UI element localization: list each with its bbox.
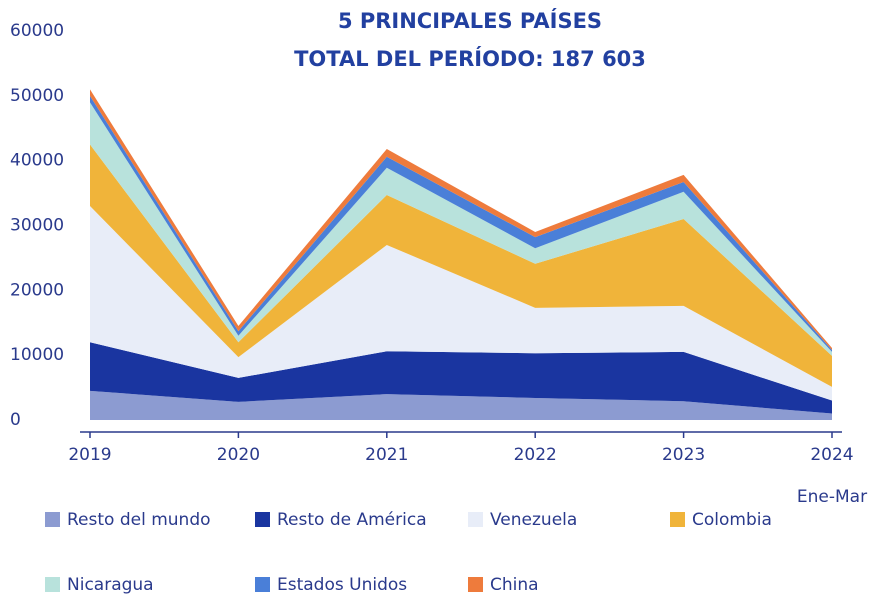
legend-label: Venezuela: [490, 510, 577, 530]
x-tick-label: 2019: [68, 445, 111, 465]
x-tick-label: 2024: [810, 445, 853, 465]
y-tick-label: 10000: [10, 345, 64, 365]
y-tick-label: 40000: [10, 151, 64, 171]
x-tick-label: 2020: [217, 445, 260, 465]
x-tick-label: 2022: [514, 445, 557, 465]
area: [90, 206, 832, 401]
area: [90, 95, 832, 352]
chart-title: 5 PRINCIPALES PAÍSES: [338, 8, 602, 33]
legend-swatch: [468, 577, 483, 592]
legend-swatch: [45, 512, 60, 527]
area: [90, 390, 832, 420]
legend-swatch: [45, 577, 60, 592]
y-tick-label: 60000: [10, 21, 64, 41]
x-tick-label: 2021: [365, 445, 408, 465]
legend-label: Nicaragua: [67, 575, 154, 595]
legend-label: Estados Unidos: [277, 575, 407, 595]
y-tick-label: 30000: [10, 216, 64, 236]
legend-swatch: [255, 512, 270, 527]
legend-label: Resto de América: [277, 510, 427, 530]
legend-swatch: [468, 512, 483, 527]
chart-title: TOTAL DEL PERÍODO: 187 603: [294, 46, 646, 71]
legend-label: Resto del mundo: [67, 510, 211, 530]
legend-swatch: [255, 577, 270, 592]
y-tick-label: 50000: [10, 86, 64, 106]
x-tick-label: 2023: [662, 445, 705, 465]
area: [90, 89, 832, 350]
area: [90, 144, 832, 387]
y-tick-label: 20000: [10, 280, 64, 300]
area: [90, 102, 832, 356]
area: [90, 342, 832, 414]
legend-label: Colombia: [692, 510, 772, 530]
y-tick-label: 0: [10, 410, 21, 430]
x-note: Ene-Mar: [797, 487, 867, 507]
legend-swatch: [670, 512, 685, 527]
legend-label: China: [490, 575, 539, 595]
